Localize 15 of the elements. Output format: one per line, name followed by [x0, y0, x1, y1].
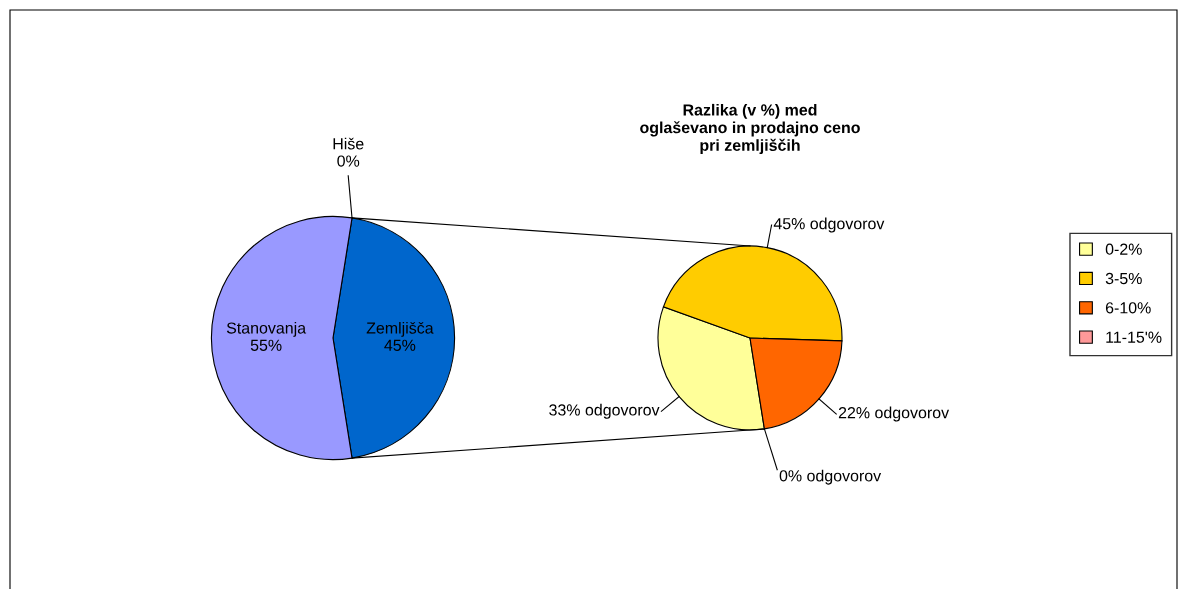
legend-label: 6-10% — [1105, 302, 1151, 314]
data-label: 45% odgovorov — [773, 217, 885, 233]
category-label: Hiše — [333, 137, 364, 150]
data-label: 55% — [250, 339, 282, 351]
data-label: 45% — [384, 339, 416, 351]
slice-label: Stanovanja — [226, 321, 307, 337]
legend-label: 0-2% — [1105, 243, 1142, 255]
legend-label: 3-5% — [1105, 272, 1142, 285]
chart-title: Razlika (v %) med oglaševano in prodajno ceno pri zemljiščih — [640, 103, 860, 155]
data-label: 22% odgovorov — [838, 406, 950, 422]
text: 0% — [337, 155, 360, 167]
text: 0% odgovorov — [779, 469, 882, 485]
legend-label: 11-15'% — [1106, 331, 1162, 343]
data-label: 33% odgovorov — [549, 403, 660, 419]
slice-label: Zemljišča — [366, 321, 434, 337]
